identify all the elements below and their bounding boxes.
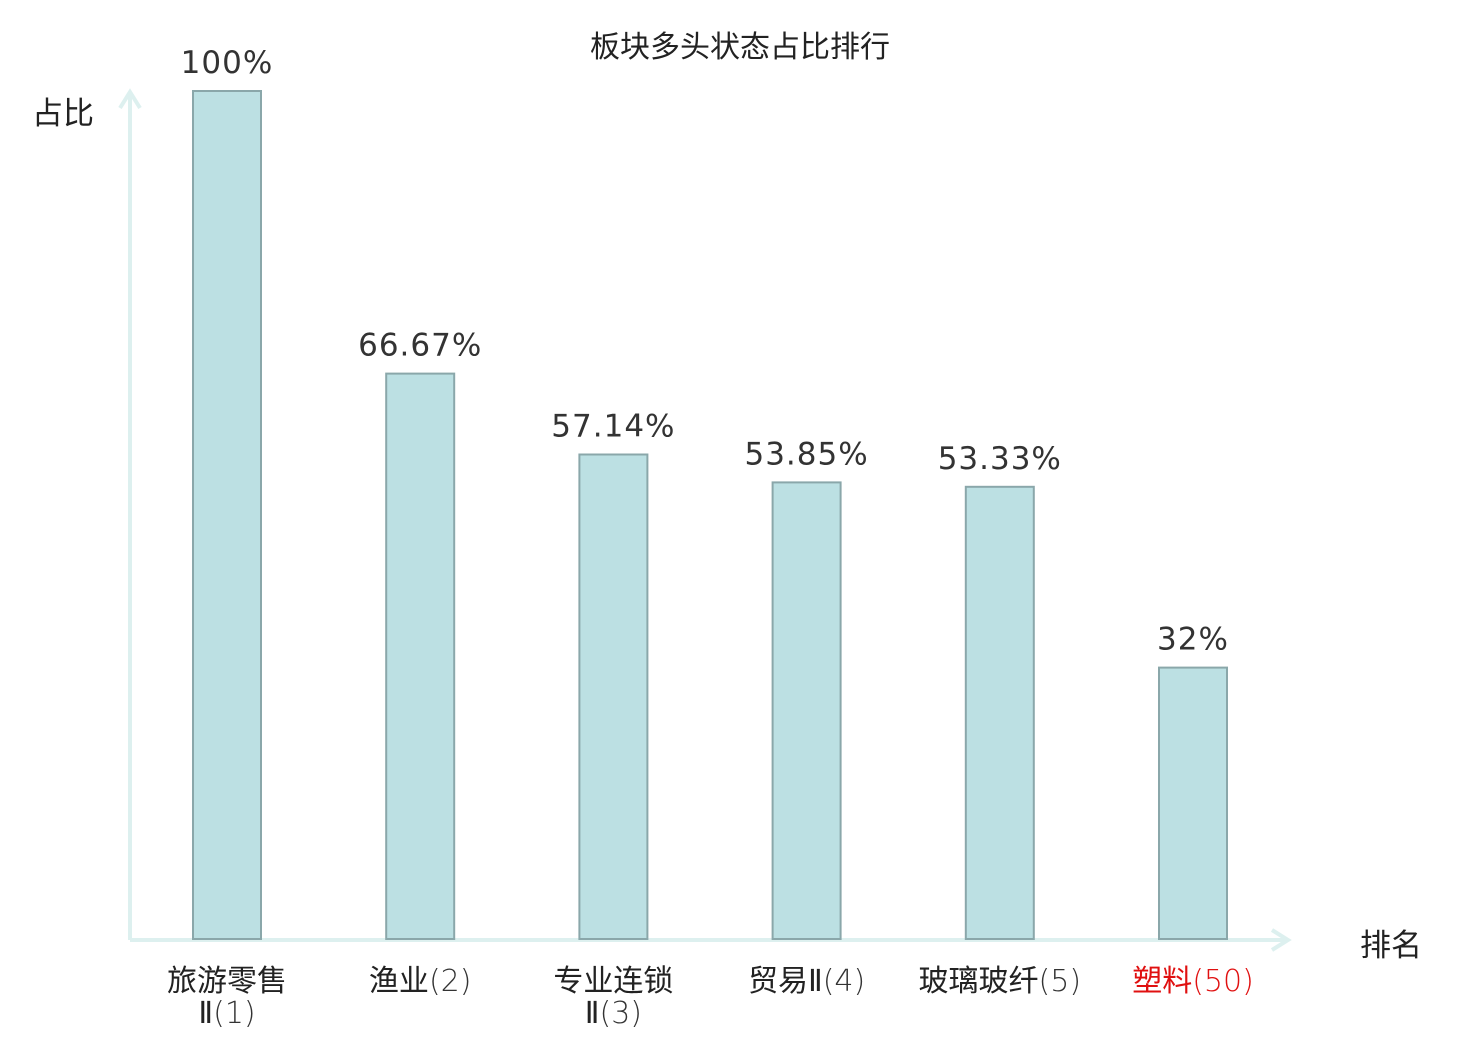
bar-6 [1158,666,1228,940]
value-label-3: 57.14% [551,409,675,445]
category-rank: (1) [213,996,256,1031]
category-name: 玻璃玻纤 [918,964,1039,999]
category-rank: (50) [1192,964,1254,999]
category-label-line: 专业连锁 [513,966,713,998]
category-rank: (2) [428,964,472,999]
bar-3 [578,453,649,940]
category-name: 贸易Ⅱ [747,964,823,999]
bars-group [192,90,1228,941]
category-label-1: 旅游零售 Ⅱ(1) [127,966,327,1030]
category-name: 专业连锁 [553,964,674,999]
category-label-6: 塑料(50) [1093,966,1293,998]
y-axis-label: 占比 [32,96,94,132]
value-label-5: 53.33% [938,441,1062,477]
value-label-1: 100% [181,45,274,81]
category-name: 旅游零售 [167,964,287,999]
category-rank: (4) [822,964,866,999]
value-label-4: 53.85% [744,436,868,472]
category-label-line: 贸易Ⅱ(4) [707,966,907,998]
category-name: 渔业 [368,964,429,999]
bar-2 [385,372,456,941]
category-label-line: 旅游零售 [127,966,327,998]
category-name: Ⅱ [584,996,600,1031]
category-label-line: Ⅱ(1) [127,998,327,1030]
category-label-3: 专业连锁 Ⅱ(3) [513,966,713,1030]
x-axis-label: 排名 [1360,928,1422,964]
category-name: Ⅱ [198,996,214,1031]
y-axis [118,88,142,940]
category-name: 塑料 [1132,964,1193,999]
category-label-line: Ⅱ(3) [513,998,713,1030]
category-label-4: 贸易Ⅱ(4) [707,966,907,998]
chart-title: 板块多头状态占比排行 [590,30,890,65]
value-label-2: 66.67% [358,328,482,364]
category-label-2: 渔业(2) [320,966,520,998]
bar-1 [192,90,262,940]
category-rank: (3) [599,996,643,1031]
value-labels-group: 100% 66.67% 57.14% 53.85% 53.33% 32% [181,45,1229,658]
category-rank: (5) [1038,964,1082,999]
bar-4 [771,481,842,940]
x-axis [130,928,1292,952]
category-label-5: 玻璃玻纤(5) [900,966,1100,998]
category-label-line: 塑料(50) [1093,966,1293,998]
category-label-line: 玻璃玻纤(5) [900,966,1100,998]
value-label-6: 32% [1157,622,1229,658]
bar-5 [964,485,1035,940]
category-label-line: 渔业(2) [320,966,520,998]
